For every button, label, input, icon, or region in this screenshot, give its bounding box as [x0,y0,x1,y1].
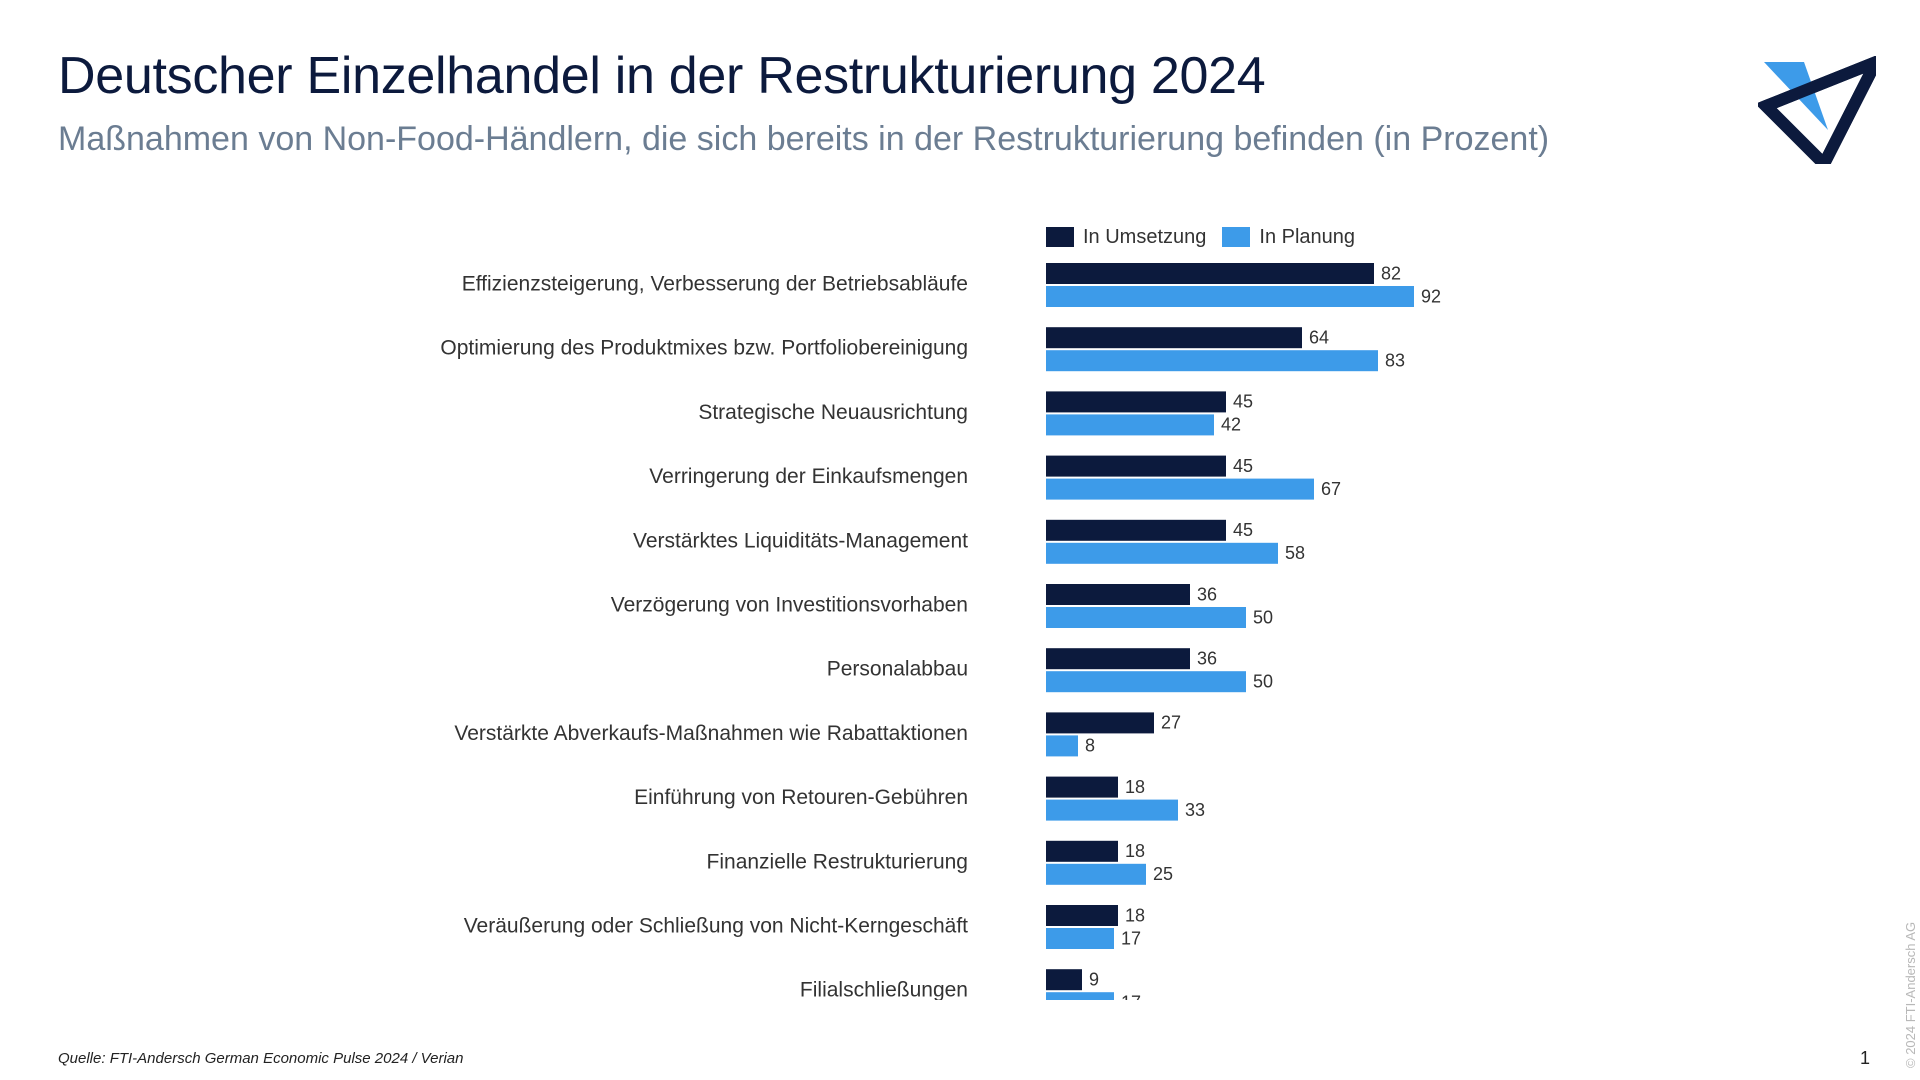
legend-item-in-umsetzung: In Umsetzung [1046,226,1206,249]
value-label-in-planung-2: 83 [1385,350,1405,370]
category-label-verzögerung-von-investitionsvorhaben: Verzögerung von Investitionsvorhaben [611,594,968,617]
bar-in-umsetzung-1 [1046,263,1374,284]
category-label-strategische-neuausrichtung: Strategische Neuausrichtung [698,401,968,424]
bar-in-planung-10 [1046,863,1146,885]
bar-in-planung-8 [1046,735,1078,757]
page-title: Deutscher Einzelhandel in der Restruktur… [58,47,1266,105]
bar-in-umsetzung-11 [1046,905,1118,926]
bar-chart: Effizienzsteigerung, Verbesserung der Be… [440,263,1441,1000]
legend-swatch-in-umsetzung [1046,227,1074,247]
category-label-veräußerung-oder-schließung-von-nicht-kerngeschäft: Veräußerung oder Schließung von Nicht-Ke… [464,915,968,938]
value-label-in-planung-5: 58 [1285,543,1305,563]
bar-in-planung-5 [1046,542,1278,564]
value-label-in-umsetzung-3: 45 [1233,392,1253,412]
value-label-in-umsetzung-9: 18 [1125,777,1145,797]
value-label-in-umsetzung-11: 18 [1125,905,1145,925]
value-label-in-planung-8: 8 [1085,736,1095,756]
legend-item-in-planung: In Planung [1222,226,1355,249]
legend-label-in-umsetzung: In Umsetzung [1083,225,1207,248]
value-label-in-planung-6: 50 [1253,607,1273,627]
category-label-filialschließungen: Filialschließungen [800,979,968,1000]
value-label-in-umsetzung-6: 36 [1197,584,1217,604]
category-label-optimierung-des-produktmixes-bzw-portfoliobereinigung: Optimierung des Produktmixes bzw. Portfo… [440,337,968,360]
value-label-in-planung-4: 67 [1321,479,1341,499]
value-label-in-planung-12: 17 [1121,992,1141,1000]
value-label-in-umsetzung-10: 18 [1125,841,1145,861]
bar-in-umsetzung-8 [1046,712,1154,734]
category-label-finanzielle-restrukturierung: Finanzielle Restrukturierung [707,850,968,873]
category-label-effizienzsteigerung-verbesserung-der-betriebsabläufe: Effizienzsteigerung, Verbesserung der Be… [462,273,968,296]
bar-in-planung-6 [1046,607,1246,628]
chart-legend: In Umsetzung In Planung [1046,224,1371,250]
value-label-in-planung-10: 25 [1153,864,1173,884]
source-note: Quelle: FTI-Andersch German Economic Pul… [58,1050,464,1067]
value-label-in-planung-9: 33 [1185,800,1205,820]
value-label-in-umsetzung-8: 27 [1161,713,1181,733]
value-label-in-umsetzung-7: 36 [1197,648,1217,668]
bar-in-umsetzung-4 [1046,455,1226,477]
legend-swatch-in-planung [1222,227,1251,247]
bar-in-umsetzung-2 [1046,327,1302,349]
triangle-logo-icon [1758,56,1876,164]
category-label-verringerung-der-einkaufsmengen: Verringerung der Einkaufsmengen [649,465,968,488]
value-label-in-planung-11: 17 [1121,928,1141,948]
value-label-in-umsetzung-2: 64 [1309,327,1329,347]
copyright-note: © 2024 FTI-Andersch AG [1903,921,1918,1068]
bar-in-planung-3 [1046,414,1214,436]
legend-label-in-planung: In Planung [1259,225,1356,248]
bar-in-umsetzung-7 [1046,648,1190,670]
category-label-verstärktes-liquiditäts-management: Verstärktes Liquiditäts-Management [633,529,968,552]
value-label-in-planung-7: 50 [1253,671,1273,691]
value-label-in-umsetzung-5: 45 [1233,520,1253,540]
bar-in-planung-1 [1046,286,1414,307]
bar-in-planung-4 [1046,478,1314,500]
bar-in-umsetzung-10 [1046,840,1118,862]
page-number: 1 [1860,1048,1871,1068]
bar-in-planung-7 [1046,671,1246,693]
category-label-personalabbau: Personalabbau [827,658,968,681]
page-subtitle: Maßnahmen von Non-Food-Händlern, die sic… [58,120,1550,158]
bar-in-umsetzung-9 [1046,776,1118,798]
bar-in-planung-11 [1046,928,1114,949]
bar-in-planung-2 [1046,350,1378,372]
bar-in-planung-12 [1046,992,1114,1000]
value-label-in-umsetzung-4: 45 [1233,456,1253,476]
value-label-in-planung-1: 92 [1421,286,1441,306]
category-label-einführung-von-retouren-gebühren: Einführung von Retouren-Gebühren [634,786,968,809]
bar-in-umsetzung-12 [1046,969,1082,991]
bar-in-umsetzung-5 [1046,519,1226,541]
bar-in-umsetzung-6 [1046,584,1190,605]
value-label-in-umsetzung-12: 9 [1089,969,1099,989]
value-label-in-planung-3: 42 [1221,415,1241,435]
value-label-in-umsetzung-1: 82 [1381,263,1401,283]
category-label-verstärkte-abverkaufs-maßnahmen-wie-rabattaktionen: Verstärkte Abverkaufs-Maßnahmen wie Raba… [454,722,968,745]
bar-in-umsetzung-3 [1046,391,1226,413]
bar-in-planung-9 [1046,799,1178,821]
